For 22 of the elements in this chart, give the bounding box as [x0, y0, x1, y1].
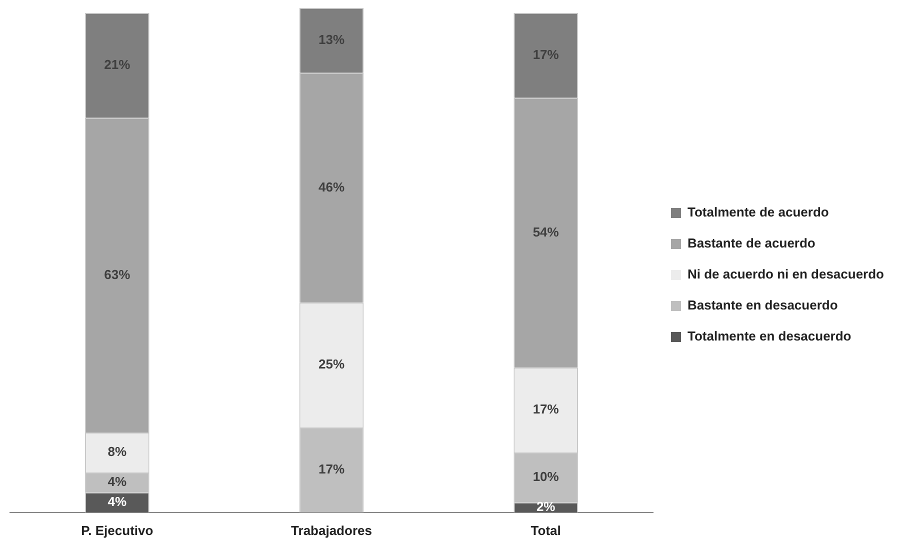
data-label: 4%: [108, 474, 127, 490]
legend-label: Bastante de acuerdo: [688, 236, 816, 251]
data-label: 8%: [108, 444, 127, 460]
data-label: 2%: [536, 498, 556, 514]
data-label: 54%: [532, 224, 560, 240]
x-tick-label: Trabajadores: [291, 522, 372, 538]
legend-label: Totalmente en desacuerdo: [688, 328, 852, 344]
data-label: 17%: [532, 47, 560, 62]
legend-label: Ni de acuerdo ni en desacuerdo: [688, 266, 884, 282]
data-label: 25%: [318, 356, 345, 372]
legend-label: Bastante en desacuerdo: [688, 298, 838, 313]
data-label: 13%: [318, 32, 345, 48]
data-label: 17%: [318, 462, 345, 477]
x-tick-label: P. Ejecutivo: [81, 522, 154, 538]
data-label: 17%: [532, 402, 560, 417]
x-tick-label: Total: [530, 522, 561, 538]
data-label: 4%: [108, 494, 127, 509]
data-label: 63%: [104, 266, 131, 282]
data-label: 21%: [104, 57, 131, 72]
data-label: 46%: [318, 179, 345, 194]
legend-label: Totalmente de acuerdo: [688, 204, 829, 220]
data-label: 10%: [532, 469, 560, 484]
